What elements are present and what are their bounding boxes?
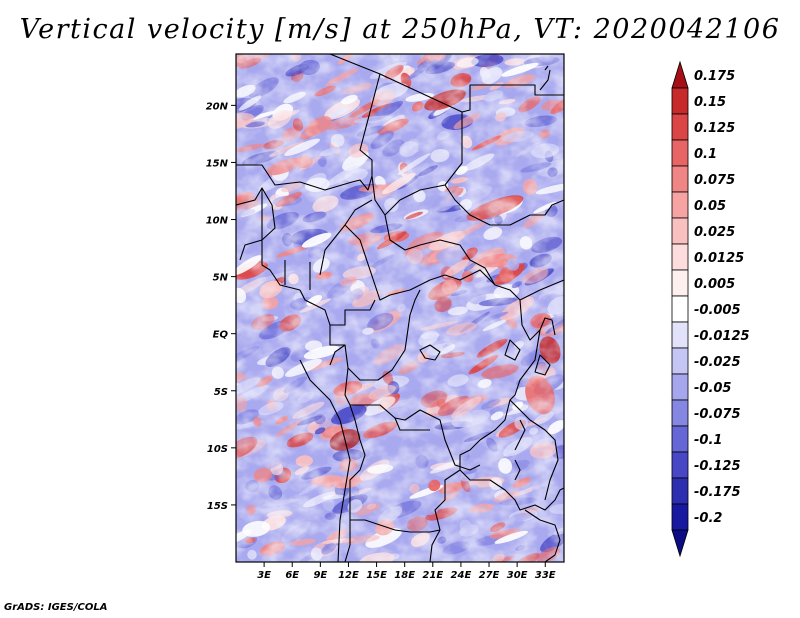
colorbar-label: 0.125 [694, 121, 735, 136]
colorbar-swatch [671, 165, 689, 193]
colorbar-label: 0.075 [694, 173, 735, 188]
colorbar-swatch [671, 399, 689, 427]
lat-label: 5N [213, 273, 229, 284]
lat-label: 10N [206, 216, 229, 227]
colorbar-swatch [671, 477, 689, 505]
colorbar-label: -0.1 [694, 433, 722, 448]
lat-label: 15S [207, 501, 228, 512]
colorbar-swatch [671, 139, 689, 167]
lon-label: 6E [285, 570, 299, 581]
colorbar-label: -0.05 [694, 381, 731, 396]
colorbar-swatch [671, 243, 689, 271]
colorbar-swatch [671, 269, 689, 297]
colorbar-label: -0.005 [694, 303, 741, 318]
colorbar: 0.175 0.15 0.125 0.1 0.075 0.05 0.025 0.0125 0.0… [671, 60, 750, 558]
colorbar-label: 0.1 [694, 147, 717, 162]
lat-label: 15N [206, 158, 229, 169]
lon-label: 18E [394, 570, 415, 581]
colorbar-label: -0.025 [694, 355, 741, 370]
colorbar-label: -0.075 [694, 407, 741, 422]
colorbar-swatch [671, 217, 689, 245]
longitude-axis: 3E 6E 9E 12E 15E 18E 21E 24E 27E 30E 33E [257, 562, 556, 581]
colorbar-label: -0.0125 [694, 329, 750, 344]
lon-label: 21E [422, 570, 443, 581]
lon-label: 33E [535, 570, 556, 581]
colorbar-swatch [671, 347, 689, 375]
colorbar-label: -0.175 [694, 485, 741, 500]
lat-label: EQ [213, 330, 229, 341]
colorbar-label: -0.125 [694, 459, 741, 474]
colorbar-bottom-arrow [671, 529, 689, 558]
colorbar-label: -0.2 [694, 511, 722, 526]
colorbar-swatch [671, 321, 689, 349]
colorbar-label: 0.15 [694, 95, 726, 110]
colorbar-swatch [671, 191, 689, 219]
lon-label: 9E [313, 570, 327, 581]
lon-label: 15E [366, 570, 387, 581]
grads-credit: GrADS: IGES/COLA [4, 602, 108, 613]
colorbar-swatch [671, 295, 689, 323]
lon-label: 3E [257, 570, 271, 581]
latitude-axis: 20N 15N 10N 5N EQ 5S 10S 15S [206, 101, 236, 512]
colorbar-swatch [671, 425, 689, 453]
colorbar-swatch [671, 373, 689, 401]
lat-label: 20N [206, 101, 229, 112]
colorbar-label: 0.05 [694, 199, 726, 214]
colorbar-label: 0.005 [694, 277, 735, 292]
lat-label: 10S [207, 444, 228, 455]
colorbar-swatch [671, 113, 689, 141]
colorbar-label: 0.175 [694, 69, 735, 84]
colorbar-swatch [671, 451, 689, 479]
map-frame [235, 53, 565, 563]
lon-label: 12E [338, 570, 359, 581]
country-borders [236, 54, 564, 562]
vertical-velocity-field [236, 54, 564, 562]
lon-label: 30E [507, 570, 528, 581]
lat-label: 5S [214, 387, 228, 398]
colorbar-top-arrow [671, 60, 689, 89]
colorbar-swatch [671, 87, 689, 115]
colorbar-label: 0.0125 [694, 251, 744, 266]
lon-label: 24E [451, 570, 472, 581]
colorbar-swatch [671, 503, 689, 531]
colorbar-label: 0.025 [694, 225, 735, 240]
lon-label: 27E [479, 570, 500, 581]
chart-title: Vertical velocity [m/s] at 250hPa, VT: 2… [19, 14, 781, 45]
